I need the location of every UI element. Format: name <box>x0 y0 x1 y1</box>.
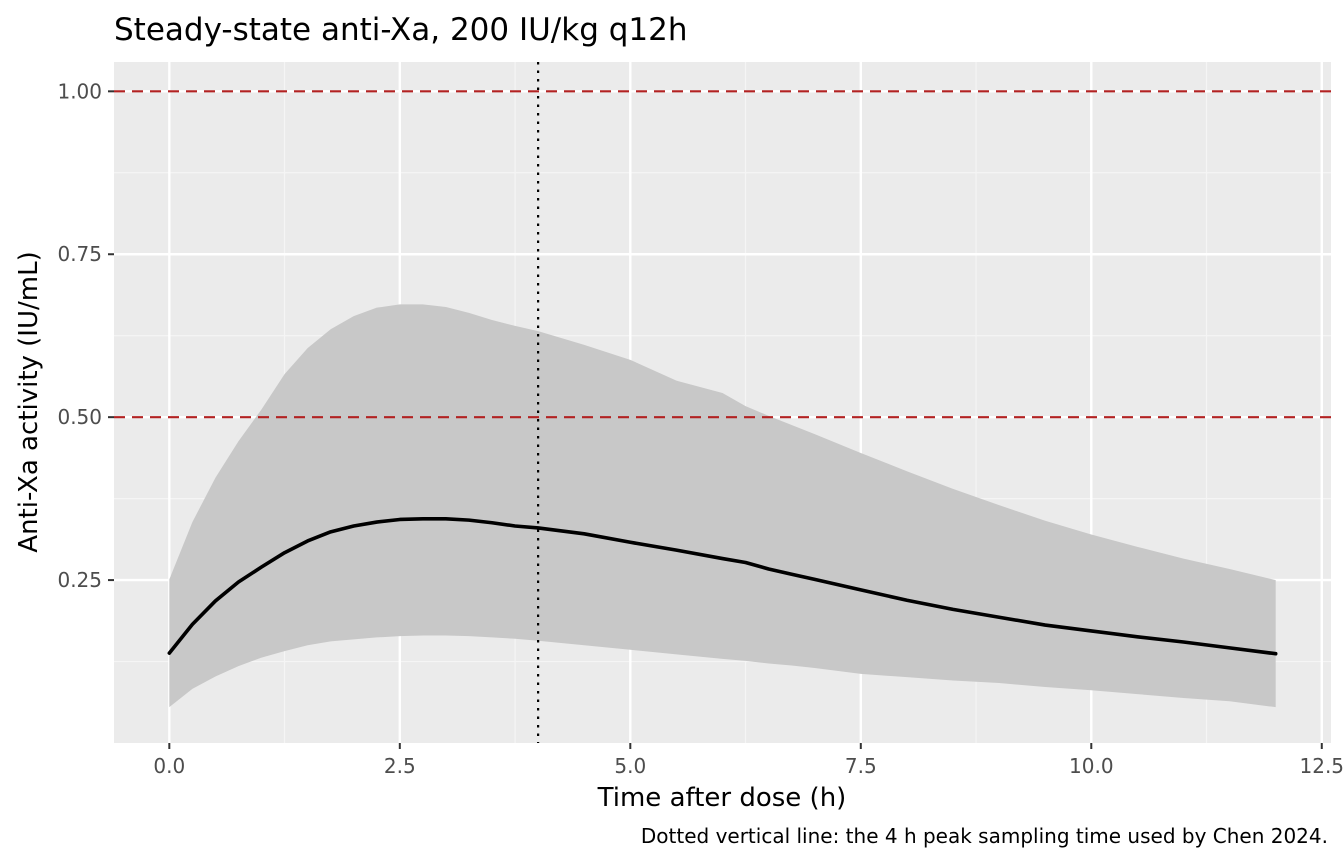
y-tick-label: 1.00 <box>57 79 102 103</box>
caption: Dotted vertical line: the 4 h peak sampl… <box>641 824 1328 848</box>
x-tick-label: 7.5 <box>845 754 877 778</box>
y-tick-label: 0.75 <box>57 242 102 266</box>
x-tick-label: 10.0 <box>1069 754 1114 778</box>
x-tick-label: 0.0 <box>153 754 185 778</box>
reference-lines <box>114 90 1331 419</box>
chart-title: Steady-state anti-Xa, 200 IU/kg q12h <box>114 12 688 48</box>
y-tick-label: 0.50 <box>57 405 102 429</box>
x-axis-title: Time after dose (h) <box>597 783 847 813</box>
x-tick-label: 2.5 <box>384 754 416 778</box>
x-tick-label: 12.5 <box>1300 754 1344 778</box>
y-axis-title: Anti-Xa activity (IU/mL) <box>14 251 44 552</box>
y-tick-label: 0.25 <box>57 568 102 592</box>
x-tick-label: 5.0 <box>614 754 646 778</box>
uncertainty-ribbon <box>169 304 1276 708</box>
x-axis: 0.0 2.5 5.0 7.5 10.0 12.5 <box>153 743 1344 778</box>
y-axis: 0.25 0.50 0.75 1.00 <box>57 79 114 592</box>
median-line <box>167 517 1278 656</box>
